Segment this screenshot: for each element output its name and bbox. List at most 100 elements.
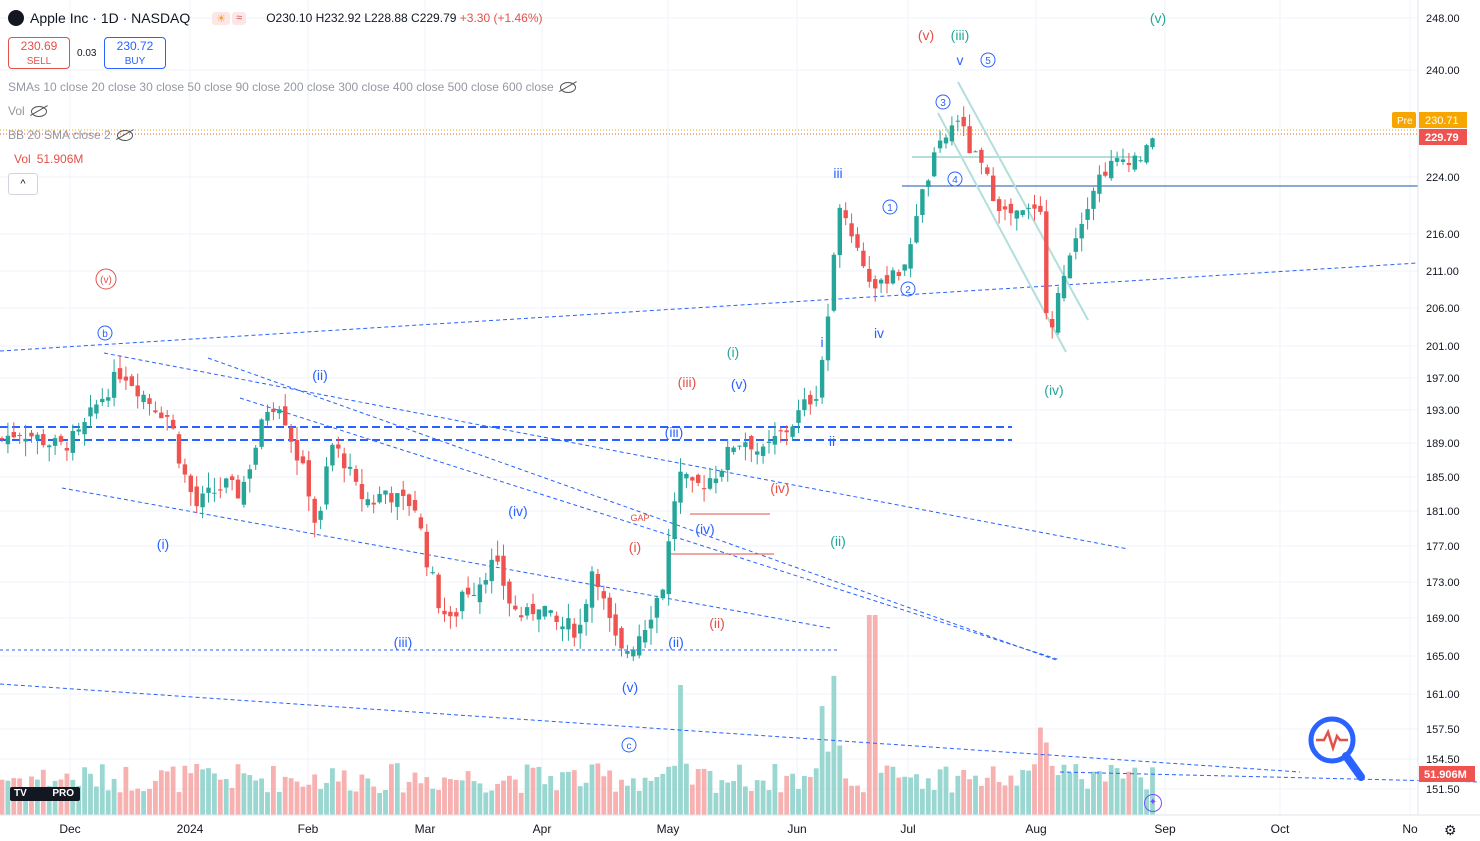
price-tick-label: 197.00 bbox=[1426, 373, 1460, 385]
candle-body bbox=[648, 619, 654, 629]
sun-icon[interactable]: ☀ bbox=[212, 11, 231, 25]
volume-bar bbox=[672, 765, 677, 815]
volume-bar bbox=[1055, 775, 1061, 815]
price-axis[interactable]: 248.00 240.00 224.00 216.00 211.00 206.00 201.… bbox=[1392, 0, 1475, 815]
volume-bar bbox=[719, 780, 725, 815]
ai-sparkle-icon[interactable]: ✦ bbox=[1144, 794, 1162, 812]
candle-body bbox=[0, 438, 5, 440]
volume-price-box bbox=[1419, 766, 1475, 782]
candle-body bbox=[342, 453, 347, 469]
volume-bar bbox=[1114, 768, 1120, 815]
volume-bar bbox=[459, 780, 465, 815]
price-tick-label: 151.50 bbox=[1426, 784, 1460, 796]
price-tick-label: 177.00 bbox=[1426, 541, 1460, 553]
wave-annotations[interactable]: (v) b (ii) (i) (iv) (iii) (i) (ii) (ii) (v) c (iii)… bbox=[95, 10, 1166, 753]
candle-body bbox=[943, 137, 949, 144]
volume-bar bbox=[1138, 777, 1144, 815]
candle-body bbox=[383, 490, 388, 495]
hidden-eye-icon[interactable] bbox=[116, 130, 133, 142]
wave-icon[interactable]: ≈ bbox=[232, 11, 247, 25]
wave-label: (ii) bbox=[830, 533, 846, 549]
candle-body bbox=[117, 368, 123, 380]
candle-body bbox=[1014, 210, 1019, 219]
wave-label: (iii) bbox=[394, 634, 413, 650]
candle-body bbox=[377, 493, 382, 503]
candle-body bbox=[424, 531, 429, 568]
sell-button[interactable]: 230.69 SELL bbox=[8, 37, 70, 69]
candle-body bbox=[1032, 204, 1037, 209]
hidden-eye-icon[interactable] bbox=[559, 82, 576, 94]
collapse-legend-button[interactable]: ^ bbox=[8, 173, 38, 195]
wave-label: (v) bbox=[1150, 10, 1166, 26]
candle-body bbox=[306, 460, 311, 497]
candle-body bbox=[902, 264, 907, 271]
volume-bar bbox=[967, 779, 972, 815]
wave-label: (v) bbox=[100, 275, 112, 286]
price-tick-label: 201.00 bbox=[1426, 341, 1460, 353]
last-price-box bbox=[1419, 129, 1467, 145]
volume-bar bbox=[577, 786, 583, 815]
candle-body bbox=[619, 628, 624, 649]
candle-body bbox=[106, 397, 111, 401]
price-tick-label: 211.00 bbox=[1426, 266, 1459, 278]
volume-bar bbox=[5, 780, 11, 815]
candle-body bbox=[1038, 205, 1043, 212]
tradingview-logo[interactable]: PRO bbox=[10, 787, 80, 801]
settings-gear-icon[interactable]: ⚙ bbox=[1444, 822, 1457, 838]
hidden-eye-icon[interactable] bbox=[30, 106, 47, 118]
candle-body bbox=[772, 435, 778, 445]
price-tick-label: 193.00 bbox=[1426, 405, 1460, 417]
symbol-title[interactable]: Apple Inc · 1D · NASDAQ bbox=[30, 10, 191, 26]
candle-body bbox=[1144, 145, 1149, 163]
candle-body bbox=[1061, 275, 1067, 299]
sma-indicator-legend[interactable]: SMAs 10 close 20 close 30 close 50 close… bbox=[8, 80, 576, 94]
candle-body bbox=[542, 605, 547, 617]
candle-body bbox=[819, 359, 825, 398]
candle-body bbox=[760, 446, 766, 456]
volume-bar bbox=[1079, 779, 1085, 815]
candle-body bbox=[11, 432, 16, 438]
candle-body bbox=[914, 216, 919, 243]
candle-body bbox=[229, 476, 235, 481]
candle-body bbox=[731, 447, 736, 453]
vol-hidden-legend[interactable]: Vol bbox=[8, 104, 47, 118]
candle-body bbox=[601, 591, 606, 599]
candle-body bbox=[548, 610, 553, 613]
candle-body bbox=[483, 580, 488, 585]
volume-bar bbox=[412, 772, 418, 815]
pre-label-text: Pre bbox=[1397, 116, 1413, 127]
candle-body bbox=[1020, 210, 1025, 215]
candle-body bbox=[41, 434, 46, 446]
candle-body bbox=[460, 591, 465, 612]
volume-bar bbox=[701, 768, 707, 815]
volume-bar bbox=[619, 779, 624, 815]
trend-drawings[interactable] bbox=[0, 81, 1480, 783]
volume-bar bbox=[571, 770, 577, 815]
volume-bar bbox=[878, 772, 884, 815]
magnifier-icon[interactable] bbox=[1306, 716, 1366, 782]
wave-label: 1 bbox=[887, 203, 893, 214]
candle-body bbox=[642, 629, 648, 643]
wave-label: (iii) bbox=[678, 374, 697, 390]
buy-button[interactable]: 230.72 BUY bbox=[104, 37, 166, 69]
volume-bar bbox=[748, 790, 754, 815]
volume-bar bbox=[943, 766, 949, 815]
time-axis[interactable]: Dec 2024 Feb Mar Apr May Jun Jul Aug Sep Oct No bbox=[0, 814, 1480, 836]
wave-label: (ii) bbox=[312, 367, 328, 383]
vol-indicator-legend[interactable]: Vol 51.906M bbox=[8, 152, 83, 166]
volume-bar bbox=[1061, 764, 1067, 815]
volume-bar bbox=[589, 764, 595, 815]
wave-label: (i) bbox=[157, 536, 169, 552]
candle-body bbox=[766, 441, 772, 443]
bb-indicator-legend[interactable]: BB 20 SMA close 2 bbox=[8, 128, 133, 142]
spread-value: 0.03 bbox=[77, 48, 97, 59]
volume-bar bbox=[955, 775, 961, 815]
volume-bar bbox=[843, 778, 849, 815]
price-tick-label: 224.00 bbox=[1426, 172, 1460, 184]
wave-label: iii bbox=[833, 165, 842, 181]
volume-bar bbox=[206, 768, 211, 815]
apple-icon[interactable] bbox=[8, 10, 24, 26]
time-tick-label: Feb bbox=[298, 822, 319, 836]
candle-body bbox=[578, 624, 583, 634]
